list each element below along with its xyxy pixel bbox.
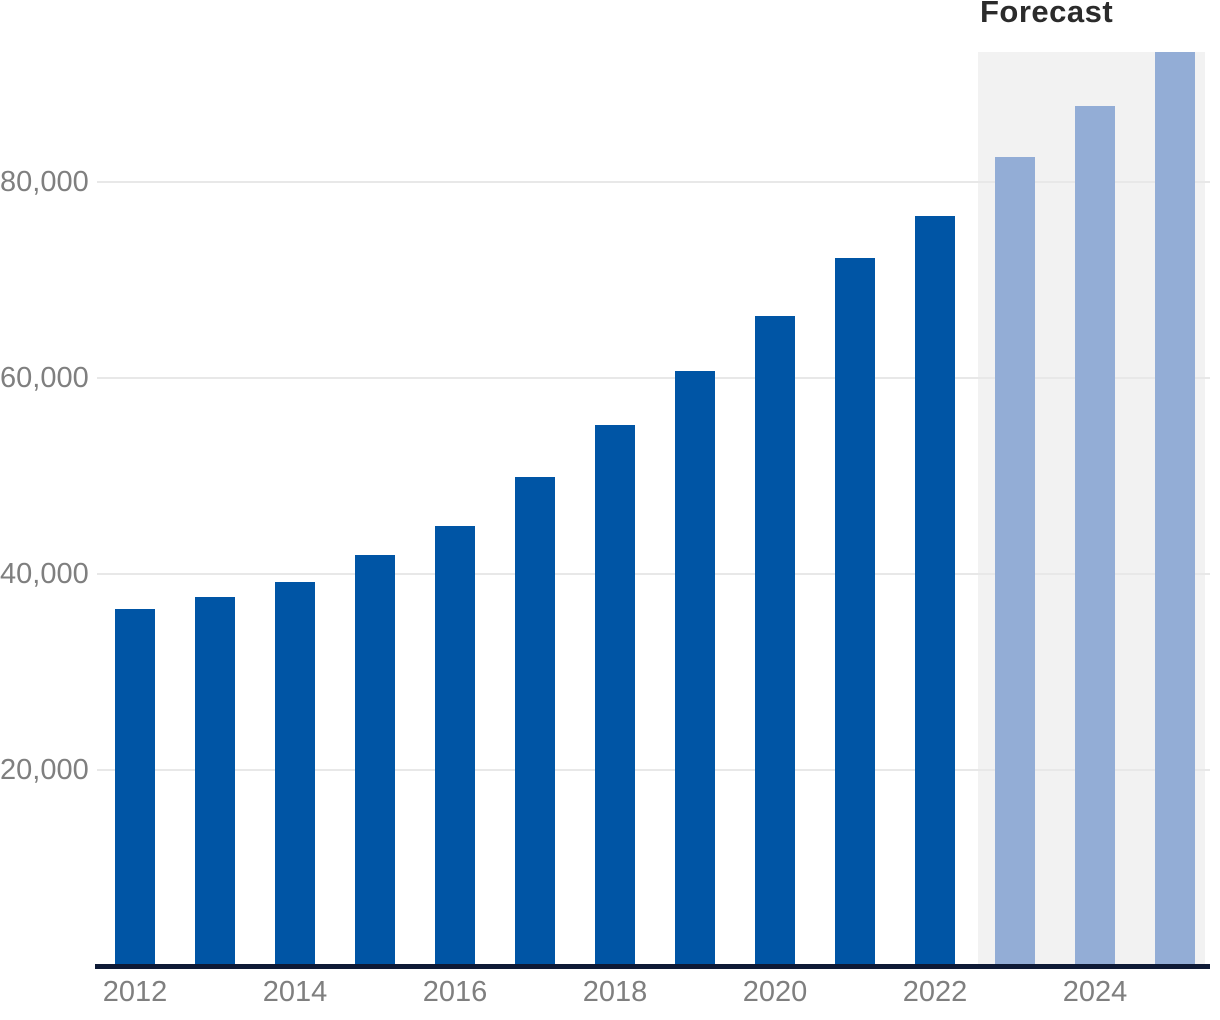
y-tick-label: 20,000 [0, 754, 89, 786]
x-tick-label-2022: 2022 [902, 976, 968, 1008]
bar-2024[interactable] [1075, 105, 1115, 968]
x-axis-line [95, 964, 1210, 969]
y-tick-label: 60,000 [0, 362, 89, 394]
x-tick-label-2020: 2020 [742, 976, 808, 1008]
bar-2016[interactable] [435, 525, 475, 968]
forecast-annotation-label: Forecast [980, 0, 1114, 29]
bar-2013[interactable] [195, 596, 235, 968]
y-tick-label: 40,000 [0, 558, 89, 590]
bar-2014[interactable] [275, 581, 315, 968]
bar-2012[interactable] [115, 609, 155, 968]
gridline-60000 [97, 377, 1210, 379]
bar-2021[interactable] [835, 258, 875, 968]
x-tick-label-2014: 2014 [262, 976, 328, 1008]
gridline-40000 [97, 573, 1210, 575]
bar-2020[interactable] [755, 316, 795, 968]
bar-2015[interactable] [355, 555, 395, 968]
x-tick-label-2012: 2012 [102, 976, 168, 1008]
gridline-80000 [97, 181, 1210, 183]
bar-2019[interactable] [675, 371, 715, 968]
bar-2023[interactable] [995, 156, 1035, 968]
bar-2017[interactable] [515, 476, 555, 968]
bar-2018[interactable] [595, 425, 635, 968]
x-tick-label-2016: 2016 [422, 976, 488, 1008]
y-tick-label: 80,000 [0, 166, 89, 198]
x-tick-label-2018: 2018 [582, 976, 648, 1008]
bar-2022[interactable] [915, 216, 955, 968]
bar-2025[interactable] [1155, 51, 1195, 968]
x-tick-label-2024: 2024 [1062, 976, 1128, 1008]
gridline-20000 [97, 769, 1210, 771]
